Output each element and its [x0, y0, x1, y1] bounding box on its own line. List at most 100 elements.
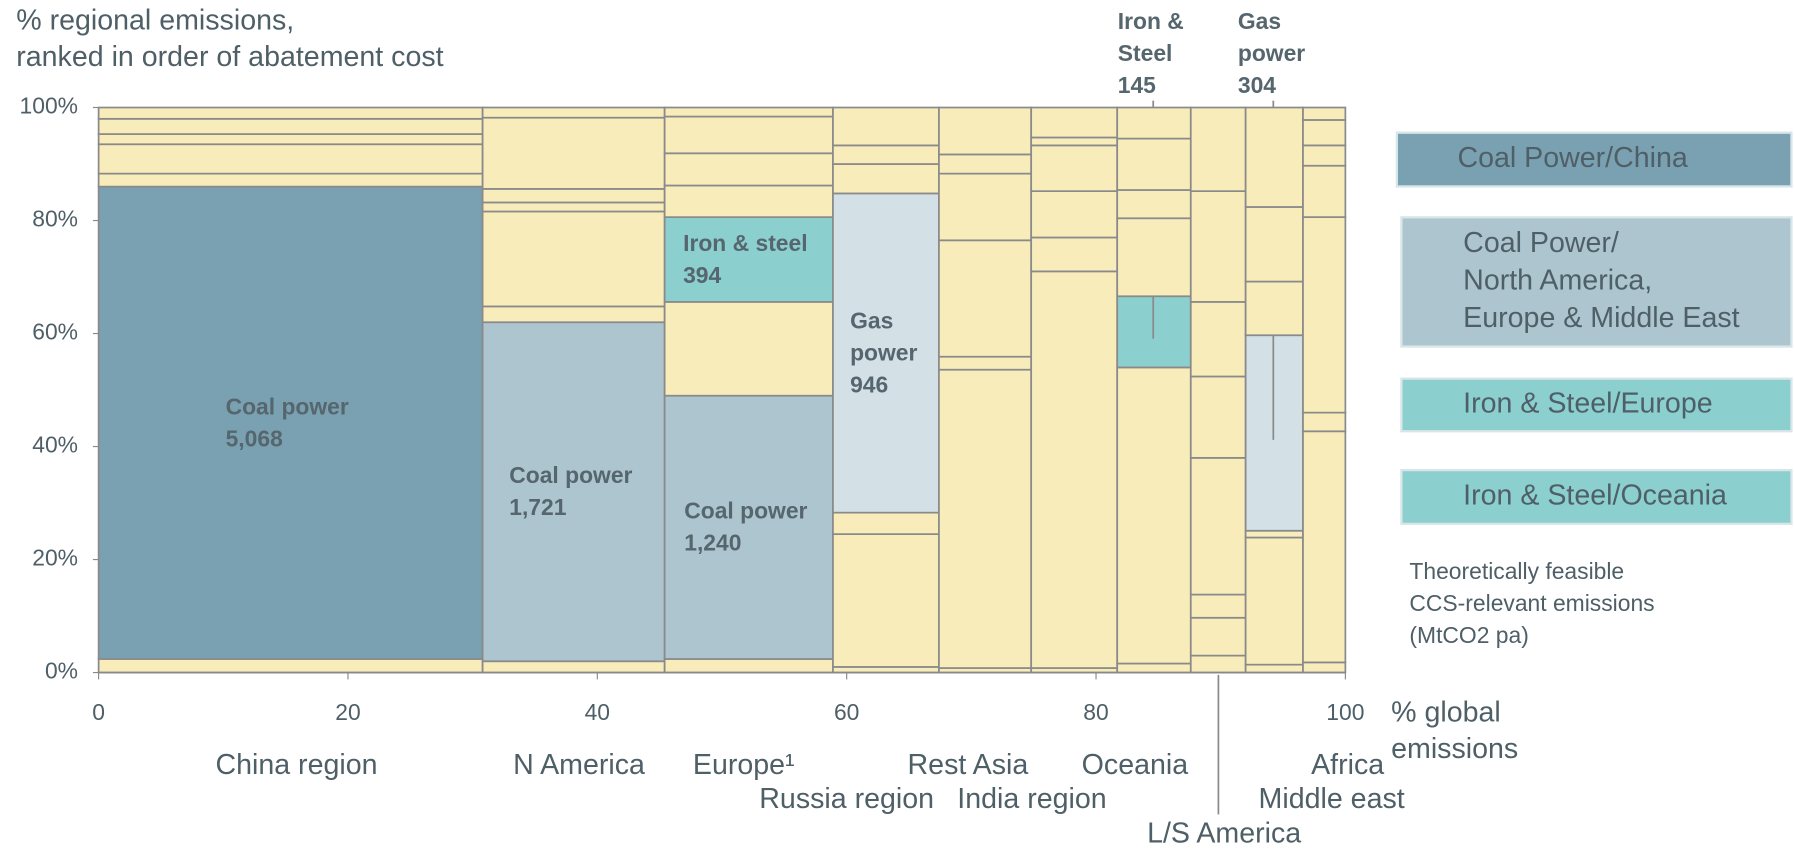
x-tick-label: 20: [335, 699, 360, 725]
column-label: Russia region: [759, 783, 934, 815]
column-label: Middle east: [1259, 783, 1405, 815]
x-axis-title: % global: [1391, 696, 1501, 728]
x-tick-label: 100: [1326, 699, 1364, 725]
segment: [1302, 144, 1347, 167]
x-tick-label: 60: [834, 699, 859, 725]
column-label: N America: [513, 749, 645, 781]
segment: [663, 184, 834, 218]
segment: [481, 188, 666, 204]
segment: [938, 239, 1033, 358]
segment: [1244, 280, 1304, 337]
y-tick-label: 40%: [32, 432, 78, 458]
segment: [1189, 375, 1247, 459]
segment: [1244, 529, 1304, 539]
segment: [1030, 136, 1119, 147]
y-axis-title: % regional emissions,: [16, 4, 294, 36]
column-label: Africa: [1311, 749, 1384, 781]
segment-label: Iron &: [1118, 8, 1184, 34]
segment: [481, 660, 666, 674]
segment: [1302, 164, 1347, 218]
segment-label: 1,721: [509, 494, 566, 520]
segment: [938, 106, 1033, 156]
segment-label: 304: [1238, 72, 1276, 98]
segment-label: Gas: [1238, 8, 1281, 34]
segment: [97, 658, 484, 674]
y-tick-label: 60%: [32, 319, 78, 345]
segment: [97, 133, 484, 146]
column-label: Rest Asia: [908, 749, 1029, 781]
legend-swatch: [1395, 131, 1793, 188]
segment-label: 5,068: [226, 425, 283, 451]
segment: [663, 301, 834, 397]
legend-swatch: [1400, 468, 1793, 526]
segment-label: 394: [683, 262, 721, 288]
segment: [1116, 662, 1192, 674]
segment: [663, 658, 834, 674]
segment: [481, 305, 666, 324]
legend-label: North America,: [1463, 264, 1652, 296]
x-axis-title: emissions: [1391, 733, 1518, 765]
segment: [938, 172, 1033, 242]
segment: [1244, 334, 1304, 532]
segment: [1030, 106, 1119, 139]
x-tick-label: 0: [92, 699, 105, 725]
note: (MtCO2 pa): [1409, 622, 1528, 648]
segment-label: 946: [850, 372, 888, 398]
segment: [1244, 663, 1304, 674]
segment: [1189, 301, 1247, 378]
y-axis-title: ranked in order of abatement cost: [16, 41, 443, 73]
segment: [481, 106, 666, 119]
segment: [663, 152, 834, 187]
segment: [1030, 144, 1119, 193]
segment: [938, 355, 1033, 371]
segment: [97, 143, 484, 175]
segment: [832, 533, 940, 668]
legend-label: Coal Power/: [1463, 227, 1619, 259]
y-tick-label: 20%: [32, 545, 78, 571]
segment: [1244, 536, 1304, 666]
legend-label: Iron & Steel/Europe: [1463, 387, 1712, 419]
segment: [1302, 661, 1347, 674]
x-tick-label: 40: [585, 699, 610, 725]
segment: [938, 153, 1033, 175]
x-tick-label: 80: [1083, 699, 1108, 725]
segment-label: Coal power: [509, 462, 632, 488]
segment: [481, 201, 666, 213]
segment: [663, 216, 834, 303]
segment-label: 145: [1118, 72, 1156, 98]
segment: [1189, 190, 1247, 303]
segment-label: power: [850, 340, 917, 366]
y-tick-label: 80%: [32, 206, 78, 232]
segment: [832, 511, 940, 535]
segment: [1116, 106, 1192, 140]
column-label: India region: [957, 783, 1106, 815]
legend-label: Europe & Middle East: [1463, 302, 1739, 334]
segment: [1244, 206, 1304, 283]
segment-label: Gas: [850, 308, 893, 334]
legend-label: Iron & Steel/Oceania: [1463, 480, 1727, 512]
segment: [832, 144, 940, 165]
segment: [938, 368, 1033, 669]
segment: [97, 172, 484, 188]
segment: [1189, 654, 1247, 674]
column-label: L/S America: [1147, 818, 1301, 850]
column-label: Europe¹: [693, 749, 795, 781]
legend-swatch: [1400, 377, 1793, 433]
note: Theoretically feasible: [1409, 558, 1624, 584]
segment: [832, 163, 940, 195]
segment: [1116, 217, 1192, 298]
segment: [1189, 616, 1247, 657]
segment: [663, 106, 834, 118]
segment: [1302, 216, 1347, 414]
segment: [97, 185, 484, 660]
segment: [1030, 270, 1119, 669]
legend-label: Coal Power/China: [1457, 142, 1687, 174]
segment: [1302, 106, 1347, 121]
segment: [1116, 366, 1192, 665]
segment: [481, 210, 666, 308]
segment-label: Coal power: [226, 393, 349, 419]
segment: [1116, 189, 1192, 220]
column-label: Oceania: [1082, 749, 1189, 781]
segment: [1302, 119, 1347, 147]
